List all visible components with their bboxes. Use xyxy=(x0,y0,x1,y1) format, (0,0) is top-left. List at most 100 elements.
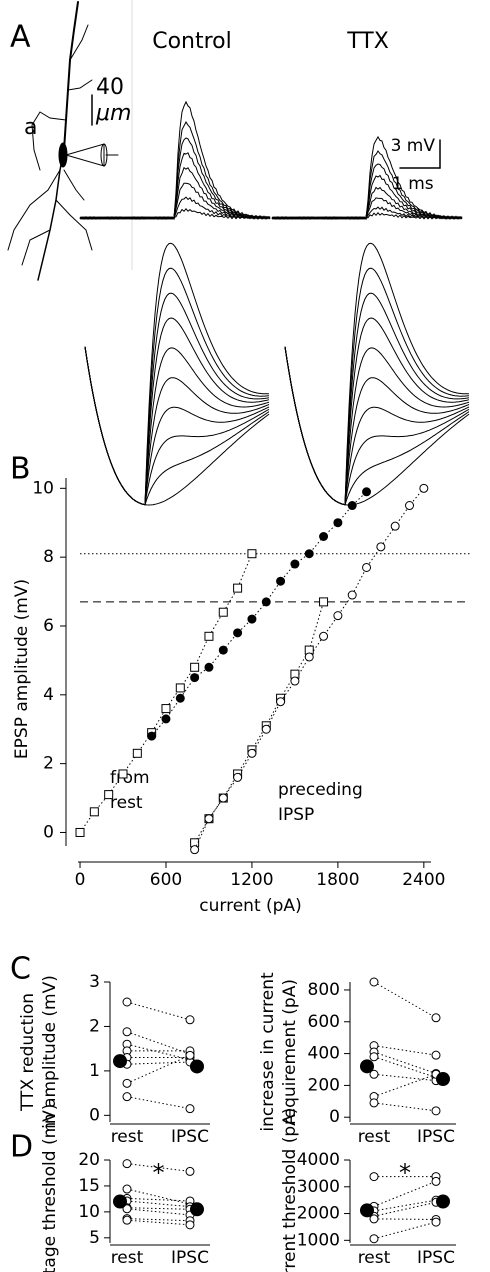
pair-line xyxy=(373,1201,437,1217)
mean-point xyxy=(360,1059,374,1074)
neuron xyxy=(7,1,441,281)
heading: Control xyxy=(152,29,232,54)
panel-label: A xyxy=(10,20,31,55)
point xyxy=(431,1050,441,1060)
y-axis-label: voltage threshold (mV) xyxy=(40,1104,60,1272)
marker xyxy=(333,611,343,621)
point xyxy=(369,1234,379,1244)
pair-line xyxy=(126,1096,191,1110)
significance: * xyxy=(153,1159,165,1187)
marker xyxy=(204,662,214,672)
scale-label: μm xyxy=(95,101,131,126)
trace xyxy=(284,346,470,506)
marker xyxy=(247,614,257,624)
x-tick-label: 0 xyxy=(75,870,86,890)
pair-line xyxy=(126,1043,191,1061)
trace xyxy=(284,242,470,506)
marker xyxy=(304,549,314,559)
x-tick-label: 1800 xyxy=(316,870,359,890)
marker xyxy=(261,724,271,734)
y-axis-label: increase in current xyxy=(258,972,278,1132)
trace xyxy=(79,137,271,220)
mean-point xyxy=(113,1194,127,1209)
marker xyxy=(276,576,286,586)
x-tick-label: IPSC xyxy=(171,1127,209,1147)
marker xyxy=(419,483,429,493)
pair-line xyxy=(126,1001,191,1021)
pair-line xyxy=(373,1051,437,1074)
pair-line xyxy=(126,1218,191,1222)
y-tick-label: 0 xyxy=(89,1105,100,1125)
y-axis-label: requirement (pA) xyxy=(280,979,300,1125)
pair-line xyxy=(373,1102,437,1112)
x-tick-label: 600 xyxy=(150,870,182,890)
trace xyxy=(84,292,270,506)
x-tick-label: rest xyxy=(111,1127,144,1147)
trace xyxy=(284,317,470,506)
y-tick-label: 5 xyxy=(89,1228,100,1248)
x-tick-label: 2400 xyxy=(402,870,445,890)
marker xyxy=(161,704,171,714)
pair-line xyxy=(126,1163,191,1172)
trace xyxy=(84,346,270,506)
marker xyxy=(147,731,157,741)
marker xyxy=(290,676,300,686)
mean-point xyxy=(360,1203,374,1218)
point xyxy=(369,1172,379,1182)
scale-label: 1 ms xyxy=(392,174,434,194)
x-tick-label: rest xyxy=(358,1127,391,1147)
marker xyxy=(362,562,372,572)
marker xyxy=(276,697,286,707)
point xyxy=(185,1220,195,1230)
pair-line xyxy=(373,1218,437,1220)
y-tick-label: 20 xyxy=(78,1150,100,1170)
marker xyxy=(319,532,329,542)
y-tick-label: 2 xyxy=(89,1016,100,1036)
trace xyxy=(84,346,270,506)
marker xyxy=(261,597,271,607)
panel-label: C xyxy=(10,952,31,987)
pair-line xyxy=(373,1045,437,1056)
point xyxy=(122,1027,132,1037)
y-tick-label: 4 xyxy=(43,685,54,705)
y-tick-label: 2000 xyxy=(297,1204,340,1224)
point xyxy=(369,1069,379,1079)
traces xyxy=(79,100,470,506)
y-tick-label: 10 xyxy=(32,478,54,498)
y-tick-label: 3000 xyxy=(297,1177,340,1197)
point xyxy=(431,1106,441,1116)
y-tick-label: 10 xyxy=(78,1202,100,1222)
y-axis-label: TTX reduction xyxy=(18,993,38,1112)
marker xyxy=(218,793,228,803)
point xyxy=(122,1184,132,1194)
point xyxy=(122,1204,132,1214)
pair-line xyxy=(126,1061,191,1065)
pair-line xyxy=(126,1197,191,1202)
marker xyxy=(405,501,415,511)
pair-line xyxy=(373,1056,437,1078)
marker xyxy=(347,501,357,511)
trace xyxy=(84,317,270,506)
point xyxy=(185,1104,195,1114)
trace xyxy=(284,346,470,506)
y-tick-label: 6 xyxy=(43,616,54,636)
pair-line xyxy=(126,1200,191,1208)
trace xyxy=(284,346,470,506)
trace xyxy=(284,346,470,506)
pair-line xyxy=(373,981,437,1019)
pair-line xyxy=(126,1031,191,1055)
trace xyxy=(79,208,270,220)
y-tick-label: 600 xyxy=(308,1012,340,1032)
mean-point xyxy=(190,1059,204,1074)
y-tick-label: 4000 xyxy=(297,1150,340,1170)
marker xyxy=(304,652,314,662)
point xyxy=(369,977,379,987)
x-tick-label: IPSC xyxy=(417,1248,455,1268)
pair-line xyxy=(373,1221,437,1240)
y-tick-label: 0 xyxy=(43,822,54,842)
scale-label: 40 xyxy=(96,75,124,100)
annotation: rest xyxy=(110,793,143,813)
series-line xyxy=(194,601,325,844)
annotation: preceding xyxy=(278,780,363,800)
